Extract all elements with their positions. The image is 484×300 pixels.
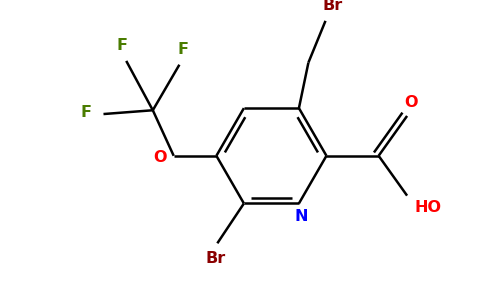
Text: F: F bbox=[81, 105, 92, 120]
Text: O: O bbox=[153, 150, 167, 165]
Text: Br: Br bbox=[323, 0, 343, 13]
Text: Br: Br bbox=[205, 251, 226, 266]
Text: O: O bbox=[404, 95, 418, 110]
Text: F: F bbox=[178, 42, 189, 57]
Text: N: N bbox=[294, 209, 307, 224]
Text: F: F bbox=[117, 38, 128, 53]
Text: HO: HO bbox=[414, 200, 441, 214]
